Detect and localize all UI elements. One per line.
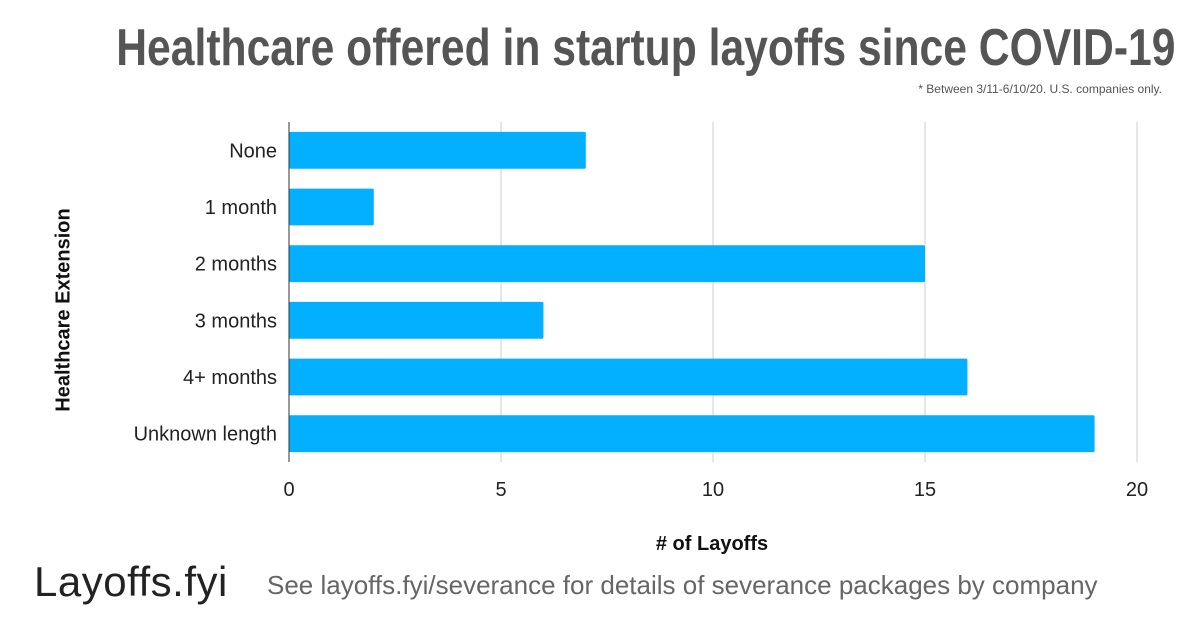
bar-3-months (289, 301, 544, 339)
x-tick-label: 0 (283, 479, 294, 501)
y-tick-label: 3 months (195, 310, 277, 332)
logo: Layoffs.fyi (34, 558, 228, 605)
y-tick-label: Unknown length (134, 424, 277, 446)
bar-2-months (289, 245, 925, 283)
bar-unknown-length (289, 415, 1095, 453)
chart-note: * Between 3/11-6/10/20. U.S. companies o… (918, 82, 1162, 96)
bar-1-month (289, 188, 374, 226)
y-tick-label: None (229, 140, 277, 162)
x-tick-label: 10 (702, 479, 724, 501)
x-tick-label: 15 (914, 479, 936, 501)
chart-title: Healthcare offered in startup layoffs si… (0, 18, 1200, 78)
bar-4-months (289, 358, 968, 396)
y-tick-label: 4+ months (183, 367, 277, 389)
x-axis-label: # of Layoffs (655, 533, 769, 555)
footer-text: See layoffs.fyi/severance for details of… (267, 570, 1098, 600)
y-tick-label: 2 months (195, 254, 277, 276)
y-axis-label: Healthcare Extension (52, 208, 75, 412)
bar-none (289, 131, 586, 169)
chart-title-text: Healthcare offered in startup layoffs si… (116, 19, 1176, 77)
x-tick-label: 5 (495, 479, 506, 501)
y-tick-label: 1 month (205, 197, 277, 219)
x-tick-label: 20 (1126, 479, 1148, 501)
